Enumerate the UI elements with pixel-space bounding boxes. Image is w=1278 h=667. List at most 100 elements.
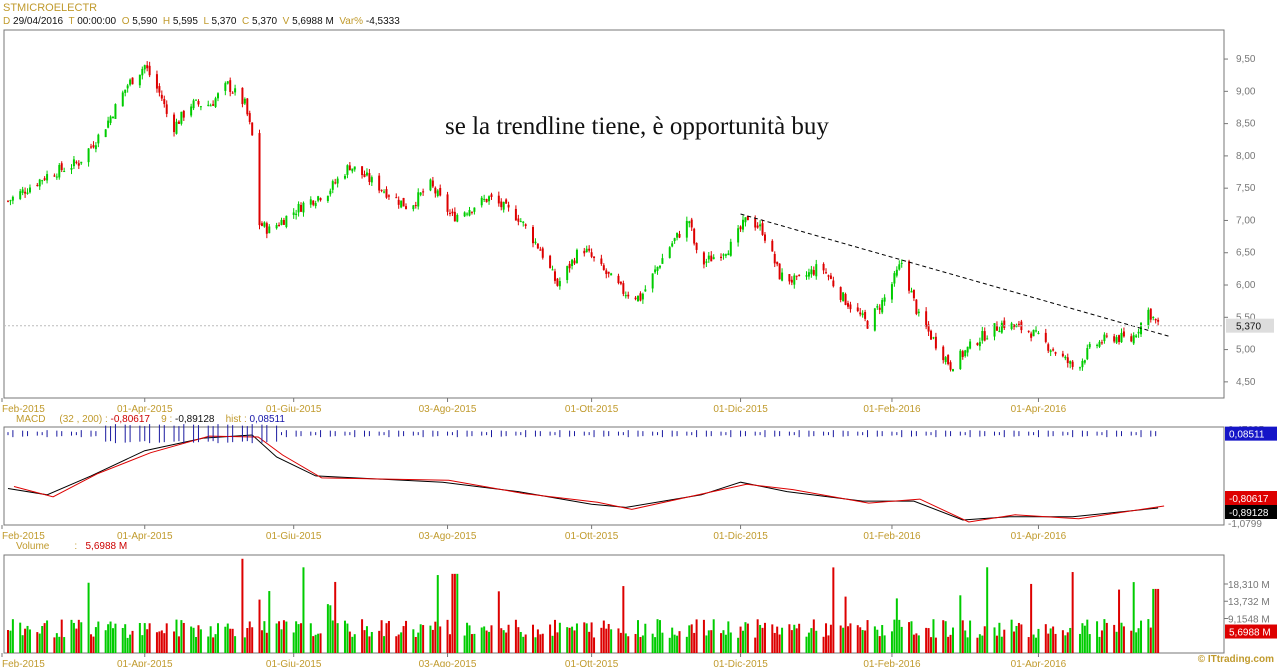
volume-bar <box>856 625 859 653</box>
candle-body <box>986 338 989 340</box>
volume-bar <box>1071 572 1074 653</box>
volume-bar <box>285 621 288 653</box>
candle-body <box>480 197 483 206</box>
macd-params: (32 , 200) : <box>59 414 108 425</box>
candle-body <box>231 92 234 94</box>
volume-bar <box>302 567 305 653</box>
candle-body <box>590 252 593 257</box>
volume-bar <box>114 623 117 653</box>
volume-bar <box>842 627 845 653</box>
candle-body <box>727 253 730 256</box>
volume-bar <box>197 625 200 653</box>
candle-body <box>759 224 762 227</box>
volume-bar <box>1081 623 1084 653</box>
panel-frame <box>3 554 1225 654</box>
candle-body <box>368 173 371 182</box>
candle-body <box>815 264 818 277</box>
volume-bar <box>453 573 456 653</box>
candle-body <box>1130 336 1133 342</box>
volume-bar <box>532 624 534 653</box>
candle-body <box>1137 331 1140 334</box>
volume-bar <box>912 634 915 653</box>
volume-bar <box>676 635 679 653</box>
candle-body <box>983 331 986 341</box>
volume-bar <box>705 635 708 653</box>
candle-body <box>900 262 903 264</box>
candle-body <box>1037 332 1040 334</box>
volume-bar <box>673 634 676 653</box>
candle-body <box>1149 308 1152 320</box>
volume-bar <box>605 628 608 653</box>
volume-bar <box>300 623 303 653</box>
volume-bar <box>104 630 107 653</box>
volume-bar <box>180 620 183 653</box>
volume-bar <box>24 628 27 653</box>
volume-bar <box>1132 582 1135 653</box>
candle-body <box>260 223 263 226</box>
volume-bar <box>146 629 149 653</box>
candle-body <box>302 202 305 213</box>
volume-bar <box>995 635 998 653</box>
volume-bar <box>541 633 544 653</box>
candle-body <box>500 201 503 208</box>
volume-bar <box>483 626 486 653</box>
candle-body <box>295 213 298 216</box>
volume-bar <box>944 621 947 653</box>
x-tick-label: 01-Feb-2016 <box>863 659 921 667</box>
volume-bar <box>500 628 503 653</box>
x-tick-label: 01-Dic-2015 <box>713 404 768 415</box>
candle-body <box>656 266 659 271</box>
candle-body <box>36 184 39 186</box>
volume-bar <box>326 604 329 653</box>
volume-bar <box>43 623 46 653</box>
volume-bar <box>175 619 178 653</box>
volume-bar <box>75 628 78 653</box>
open-value: 5,590 <box>132 16 158 27</box>
x-tick-label: 01-Ott-2015 <box>565 404 619 415</box>
volume-bar <box>746 623 749 653</box>
y-tick-label: 7,50 <box>1236 183 1256 194</box>
candle-body <box>959 350 962 370</box>
candle-body <box>812 270 815 275</box>
volume-bar <box>793 624 796 653</box>
candle-body <box>571 259 574 267</box>
volume-bar <box>331 620 334 653</box>
volume-bar <box>927 628 930 653</box>
branding-logo: © ITtrading.com <box>1197 654 1274 665</box>
volume-bar <box>1027 637 1030 653</box>
candle-body <box>676 232 679 238</box>
candle-body <box>397 199 400 205</box>
candle-body <box>229 80 232 92</box>
volume-bar <box>348 631 351 653</box>
x-tick-label: 01-Feb-2016 <box>863 531 921 542</box>
candle-body <box>788 274 791 282</box>
x-tick-label: 01-Apr-2016 <box>1011 404 1067 415</box>
volume-tag <box>1225 624 1277 639</box>
candle-body <box>724 254 727 256</box>
candle-body <box>246 98 249 115</box>
v-label: V <box>282 16 290 27</box>
l-label: L <box>203 16 209 27</box>
candle-body <box>947 355 950 365</box>
volume-bar <box>881 625 884 653</box>
candle-body <box>473 207 476 212</box>
volume-bar <box>978 634 981 653</box>
volume-bar <box>275 623 278 653</box>
candle-body <box>412 205 415 210</box>
volume-bar <box>97 621 100 653</box>
volume-bar <box>771 624 774 653</box>
volume-bar <box>241 558 244 653</box>
volume-bar <box>744 622 747 653</box>
candle-body <box>1044 332 1047 342</box>
volume-bar <box>778 634 781 653</box>
candle-body <box>908 261 911 291</box>
volume-bar <box>363 630 366 653</box>
candle-body <box>285 215 288 227</box>
volume-bar <box>742 630 744 653</box>
volume-bar <box>309 623 312 653</box>
candle-body <box>319 198 322 201</box>
candle-body <box>329 190 332 195</box>
candle-body <box>497 195 500 204</box>
volume-bar <box>866 620 869 653</box>
volume-bar <box>712 619 715 653</box>
